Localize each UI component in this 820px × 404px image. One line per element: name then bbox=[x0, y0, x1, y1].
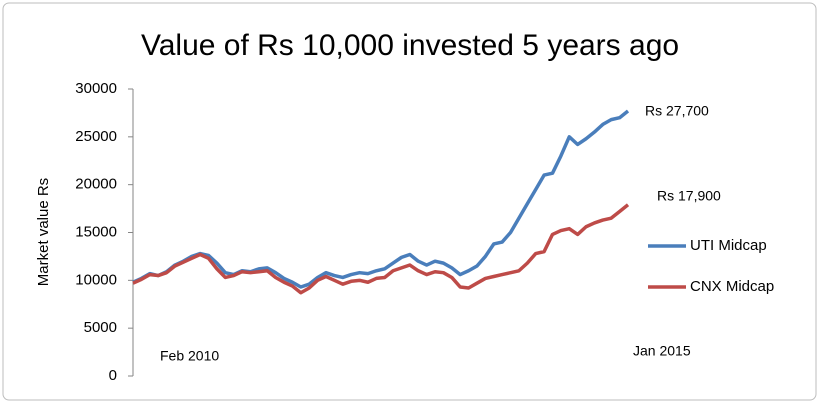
y-tick-label: 5000 bbox=[84, 319, 117, 336]
y-tick-label: 25000 bbox=[75, 128, 117, 145]
y-tick-label: 10000 bbox=[75, 271, 117, 288]
y-tick-label: 20000 bbox=[75, 176, 117, 193]
y-tick-label: 30000 bbox=[75, 80, 117, 97]
series-line bbox=[132, 203, 630, 295]
y-tick-label: 0 bbox=[109, 367, 117, 384]
y-tick-label: 15000 bbox=[75, 223, 117, 240]
legend-label: UTI Midcap bbox=[690, 237, 767, 254]
legend-label: CNX Midcap bbox=[690, 278, 774, 295]
y-axis-label: Market value Rs bbox=[35, 178, 52, 286]
x-category-label: Feb 2010 bbox=[160, 348, 219, 364]
series-line bbox=[132, 109, 630, 289]
annotation: Rs 27,700 bbox=[645, 103, 709, 119]
x-category-label: Jan 2015 bbox=[633, 343, 691, 359]
chart-title: Value of Rs 10,000 invested 5 years ago bbox=[141, 29, 679, 62]
annotation: Rs 17,900 bbox=[657, 188, 721, 204]
